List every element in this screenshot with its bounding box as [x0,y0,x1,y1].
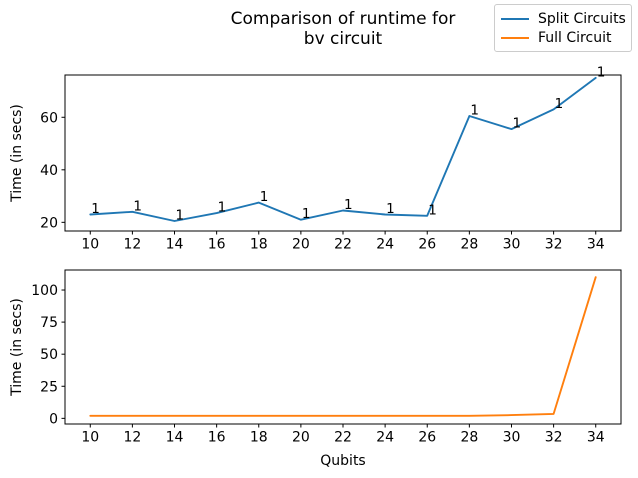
chart-title-line2: bv circuit [303,29,383,49]
y-tick-label: 75 [40,315,58,331]
x-tick-label: 14 [166,430,184,446]
point-annotation: 1 [302,206,311,222]
y-tick-label: 0 [49,411,58,427]
legend: Split Circuits Full Circuit [494,4,632,52]
point-annotation: 1 [91,201,100,217]
x-tick-label: 34 [587,237,605,253]
x-tick-label: 26 [418,430,436,446]
point-annotation: 1 [386,201,395,217]
x-tick-label: 12 [123,237,141,253]
legend-item-full-circuit: Full Circuit [501,30,625,46]
point-annotation: 1 [512,116,521,132]
y-tick-label: 40 [40,163,58,179]
x-tick-label: 18 [250,237,268,253]
bottom-y-axis-label: Time (in secs) [9,298,25,396]
full-circuit-line [89,276,597,417]
legend-label-split-circuits: Split Circuits [538,10,626,27]
x-tick-label: 28 [460,237,478,253]
legend-label-full-circuit: Full Circuit [538,29,612,46]
x-tick-label: 18 [250,430,268,446]
x-tick-label: 28 [460,430,478,446]
full-circuit-line-swatch [501,36,529,39]
x-tick-label: 34 [587,430,605,446]
point-annotation: 1 [218,200,227,216]
x-tick-label: 10 [81,430,99,446]
x-tick-label: 20 [292,430,310,446]
x-tick-label: 22 [334,237,352,253]
y-tick-label: 60 [40,110,58,126]
split-circuits-line-swatch [501,17,529,20]
x-tick-label: 22 [334,430,352,446]
point-annotation: 1 [176,208,185,224]
x-tick-label: 24 [376,430,394,446]
point-annotation: 1 [597,64,606,80]
point-annotation: 1 [133,198,142,214]
chart-title: Comparison of runtime for bv circuit [231,9,456,49]
x-tick-label: 10 [81,237,99,253]
point-annotation: 1 [344,197,353,213]
y-tick-label: 20 [40,215,58,231]
y-tick-label: 50 [40,347,58,363]
x-tick-label: 16 [208,430,226,446]
x-tick-label: 32 [545,237,563,253]
x-tick-label: 16 [208,237,226,253]
x-tick-label: 30 [503,430,521,446]
axes-border [64,74,622,232]
x-tick-label: 30 [503,237,521,253]
split-circuits-line [89,76,597,222]
x-tick-label: 26 [418,237,436,253]
axes-border [64,269,622,425]
point-annotation: 1 [470,102,479,118]
top-y-axis-label: Time (in secs) [9,104,25,202]
x-tick-label: 24 [376,237,394,253]
point-annotation: 1 [260,189,269,205]
x-tick-label: 32 [545,430,563,446]
x-tick-label: 14 [166,237,184,253]
x-axis-label: Qubits [320,453,366,469]
point-annotation: 1 [555,96,564,112]
y-tick-label: 100 [31,283,58,299]
x-tick-label: 12 [123,430,141,446]
legend-item-split-circuits: Split Circuits [501,10,626,27]
point-annotation: 1 [428,202,437,218]
x-tick-label: 20 [292,237,310,253]
chart-title-line1: Comparison of runtime for [230,9,456,29]
y-tick-label: 25 [40,379,58,395]
